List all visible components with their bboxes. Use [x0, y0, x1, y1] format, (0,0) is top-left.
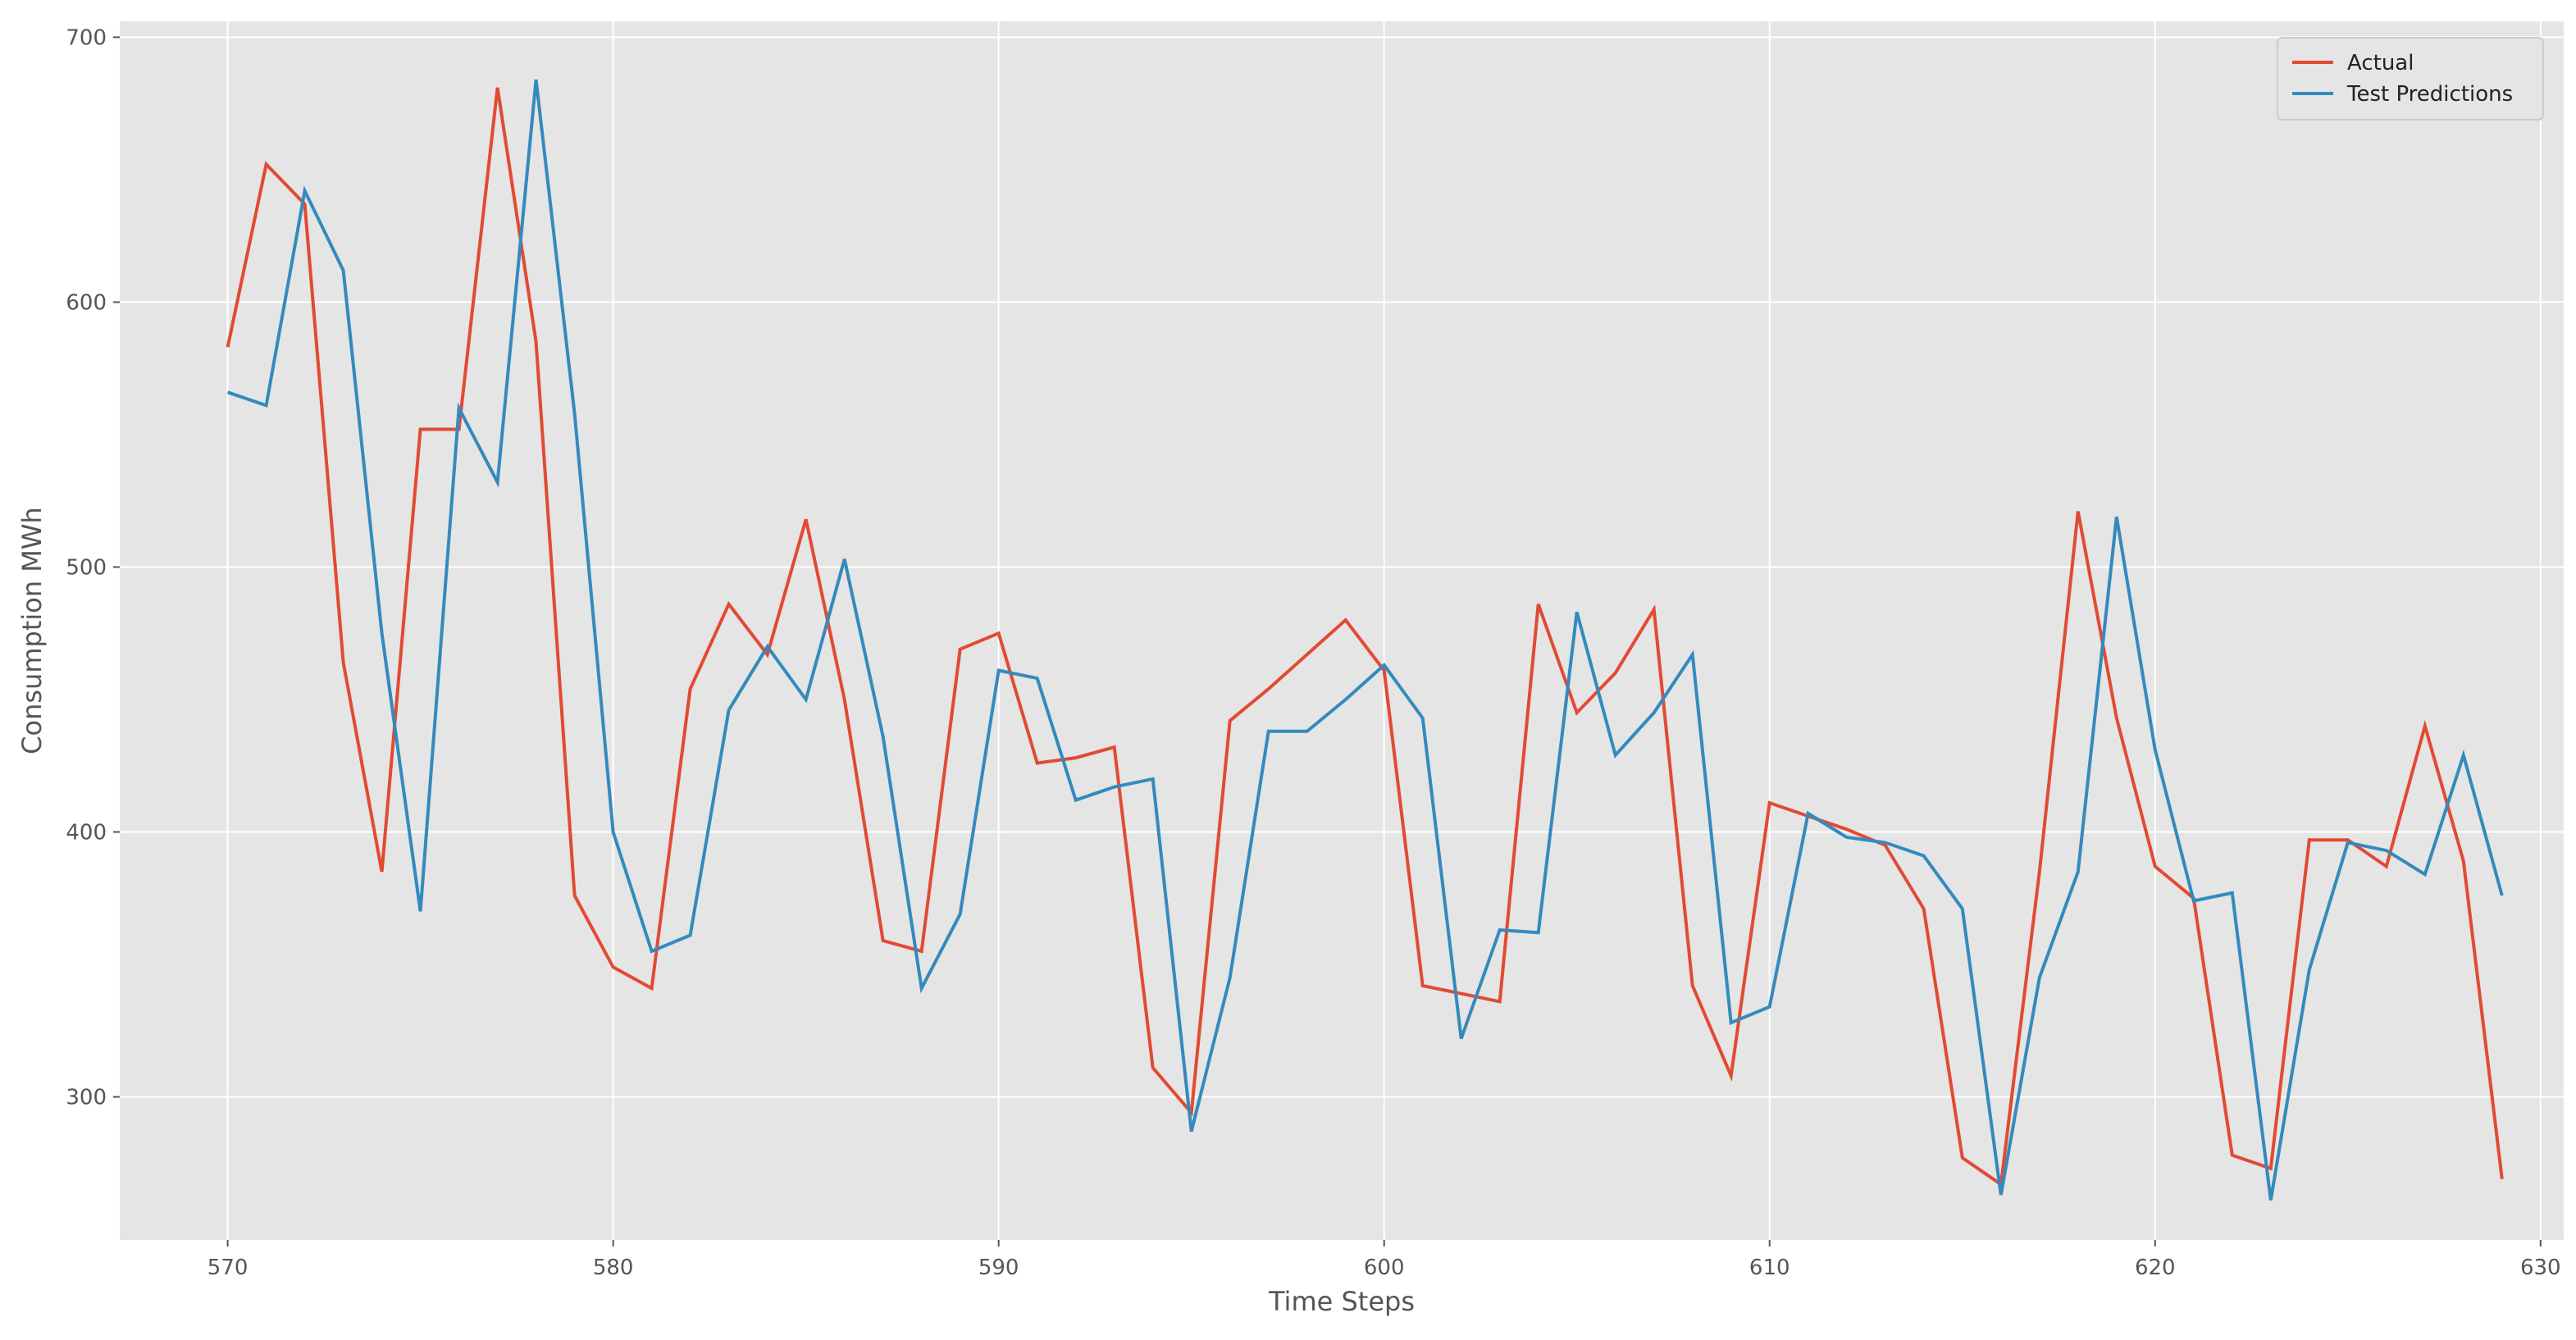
y-axis-label: Consumption MWh [16, 507, 48, 754]
x-tick-label: 570 [207, 1256, 248, 1280]
legend-box [2277, 37, 2544, 121]
y-tick-label: 500 [66, 555, 107, 580]
y-tick-label: 300 [66, 1086, 107, 1110]
legend-label-actual: Actual [2347, 51, 2414, 75]
legend: Actual Test Predictions [2277, 37, 2544, 121]
x-axis-label: Time Steps [1268, 1286, 1415, 1317]
x-tick-label: 630 [2520, 1256, 2561, 1280]
series-line-actual [226, 87, 2504, 1187]
x-tick-label: 620 [2135, 1256, 2176, 1280]
plot-background [120, 21, 2564, 1240]
x-tick-label: 580 [593, 1256, 634, 1280]
series-layer [226, 79, 2504, 1201]
x-axis-ticks: 570 580 590 600 610 620 630 [207, 1240, 2561, 1280]
x-tick-label: 600 [1364, 1256, 1405, 1280]
grid-lines [120, 21, 2564, 1240]
x-tick-label: 590 [978, 1256, 1019, 1280]
y-tick-label: 700 [66, 25, 107, 50]
y-tick-label: 600 [66, 290, 107, 315]
y-axis-ticks: 300 400 500 600 700 [66, 25, 120, 1110]
y-tick-label: 400 [66, 821, 107, 845]
x-tick-label: 610 [1749, 1256, 1790, 1280]
legend-label-test-predictions: Test Predictions [2346, 82, 2513, 107]
series-line-test-predictions [226, 79, 2504, 1201]
